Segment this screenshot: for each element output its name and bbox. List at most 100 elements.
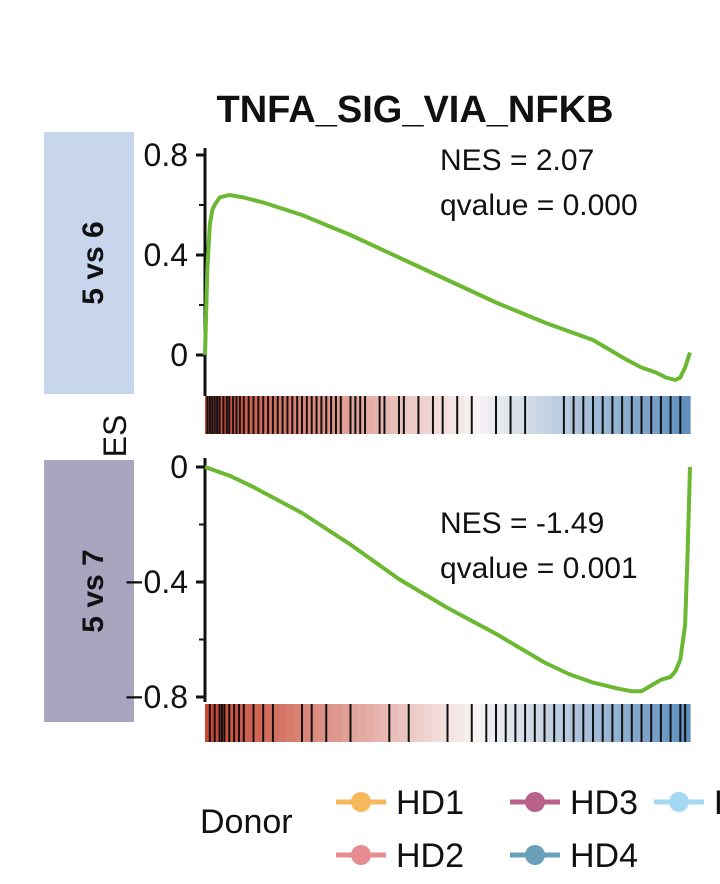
colorbar-segment: [342, 704, 352, 742]
colorbar-segment: [544, 396, 554, 434]
colorbar-segment: [334, 396, 344, 434]
colorbar-segment: [390, 704, 400, 742]
colorbar-segment: [536, 396, 546, 434]
colorbar-segment: [455, 396, 465, 434]
legend-key-dot: [669, 792, 689, 812]
colorbar-segment: [463, 704, 473, 742]
colorbar-segment: [407, 704, 416, 742]
colorbar-segment: [601, 704, 610, 742]
y-tick-label: 0.4: [144, 237, 188, 273]
colorbar-segment: [423, 704, 432, 742]
colorbar-segment: [641, 704, 651, 742]
colorbar-segment: [536, 704, 546, 742]
colorbar-segment: [366, 396, 376, 434]
y-tick-label: 0: [170, 337, 188, 373]
colorbar-segment: [560, 704, 570, 742]
colorbar-segment: [593, 704, 602, 742]
legend-key-dot: [525, 792, 545, 812]
colorbar-segment: [463, 396, 473, 434]
colorbar-segment: [374, 704, 384, 742]
colorbar-segment: [423, 396, 432, 434]
colorbar-segment: [366, 704, 376, 742]
colorbar-segment: [293, 704, 303, 742]
colorbar-segment: [576, 704, 586, 742]
colorbar-segment: [245, 396, 255, 434]
legend-label: HD4: [570, 837, 638, 875]
colorbar-segment: [512, 396, 521, 434]
colorbar-segment: [407, 396, 416, 434]
colorbar-segment: [471, 704, 481, 742]
colorbar-segment: [358, 396, 368, 434]
y-tick-label: −0.8: [125, 679, 188, 715]
y-tick-label: 0: [170, 449, 188, 485]
colorbar-segment: [415, 396, 424, 434]
colorbar-segment: [673, 704, 683, 742]
colorbar-segment: [399, 704, 408, 742]
colorbar-segment: [673, 396, 683, 434]
colorbar-segment: [455, 704, 465, 742]
y-ticks-panel-2: 0 −0.4 −0.8: [125, 449, 205, 715]
hit-barcode-panel-1: [206, 396, 682, 434]
nes-text-panel-2: NES = -1.49: [440, 507, 604, 540]
colorbar-segment: [302, 704, 311, 742]
legend-key-dot: [351, 845, 371, 865]
colorbar-segment: [269, 396, 279, 434]
colorbar-segment: [609, 704, 618, 742]
y-tick-label: −0.4: [125, 564, 188, 600]
colorbar-segment: [350, 704, 360, 742]
strip-5-vs-7: [44, 460, 134, 722]
nes-text-panel-1: NES = 2.07: [440, 144, 594, 177]
colorbar-segment: [326, 704, 335, 742]
colorbar-segment: [342, 396, 352, 434]
colorbar-segment: [496, 704, 505, 742]
colorbar-segment: [382, 704, 392, 742]
colorbar-segment: [310, 396, 319, 434]
colorbar-segment: [657, 396, 667, 434]
colorbar-segment: [439, 704, 449, 742]
legend-title: Donor: [200, 803, 293, 841]
colorbar-segment: [310, 704, 319, 742]
legend: Donor HD1 HD3 HD2 HD4 H: [200, 784, 720, 875]
colorbar-segment: [293, 396, 303, 434]
hit-barcode-panel-2: [208, 704, 687, 742]
legend-key-dot: [525, 845, 545, 865]
colorbar-segment: [390, 396, 400, 434]
colorbar-segment: [512, 704, 521, 742]
colorbar-segment: [261, 704, 271, 742]
colorbar-segment: [681, 396, 691, 434]
colorbar-segment: [245, 704, 255, 742]
colorbar-segment: [625, 704, 635, 742]
y-tick-label: 0.8: [144, 137, 188, 173]
colorbar-segment: [496, 396, 505, 434]
legend-label: HD1: [396, 784, 464, 822]
colorbar-segment: [504, 396, 513, 434]
legend-label: HD2: [396, 837, 464, 875]
colorbar-segment: [237, 396, 247, 434]
es-curve-panel-1: [203, 193, 692, 382]
qvalue-text-panel-2: qvalue = 0.001: [440, 552, 638, 585]
colorbar-segment: [584, 704, 594, 742]
colorbar-segment: [625, 396, 635, 434]
colorbar-segment: [221, 396, 230, 434]
y-ticks-panel-1: 0 0.4 0.8: [144, 137, 205, 373]
colorbar-segment: [593, 396, 602, 434]
colorbar-segment: [285, 396, 295, 434]
colorbar-segment: [681, 704, 691, 742]
colorbar-segment: [431, 396, 441, 434]
colorbar-segment: [285, 704, 295, 742]
colorbar-segment: [528, 396, 538, 434]
colorbar-segment: [649, 396, 659, 434]
colorbar-segment: [318, 704, 327, 742]
colorbar-segment: [253, 704, 263, 742]
colorbar-segment: [584, 396, 594, 434]
colorbar-segment: [237, 704, 247, 742]
legend-label: H: [714, 784, 720, 822]
rank-colorbar-panel-2: [205, 704, 691, 742]
y-axis-label: ES: [97, 415, 133, 458]
colorbar-segment: [358, 704, 368, 742]
colorbar-segment: [277, 704, 287, 742]
strip-label-5-vs-7: 5 vs 7: [77, 549, 110, 632]
colorbar-segment: [544, 704, 554, 742]
colorbar-segment: [471, 396, 481, 434]
panel-5-vs-7: 5 vs 7 0 −0.4 −0.8 NES = -1.49 qvalue = 0.…: [44, 449, 692, 742]
